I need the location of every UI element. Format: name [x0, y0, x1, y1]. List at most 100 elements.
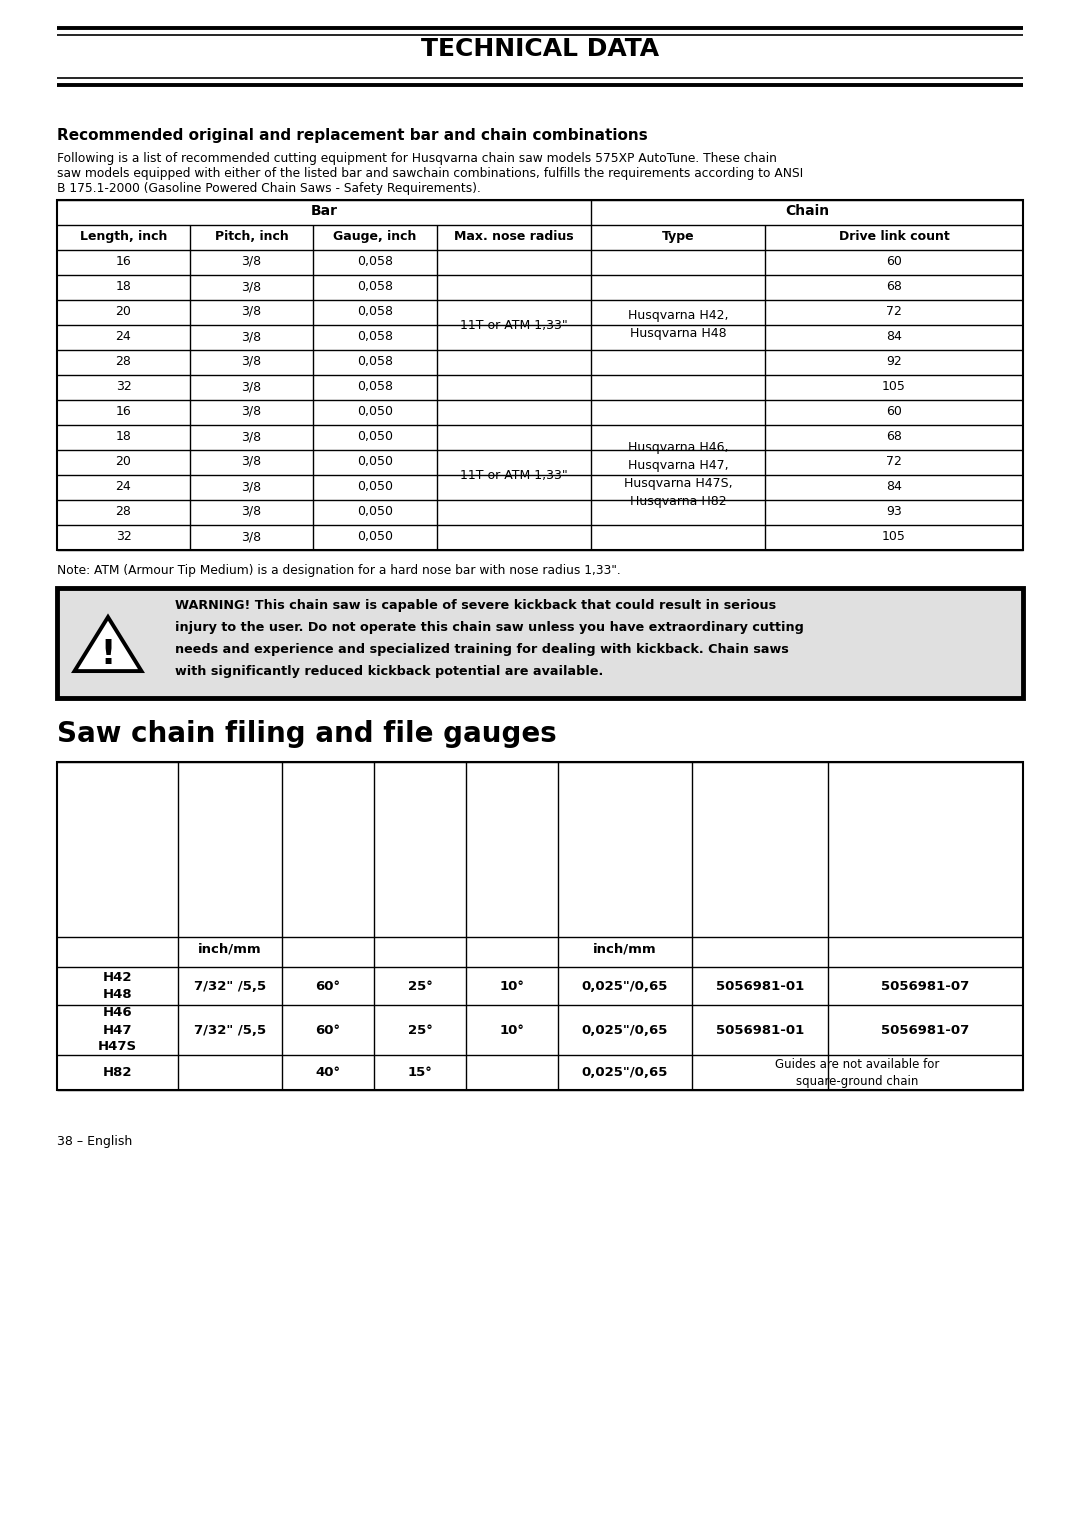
Text: 25°: 25° [407, 980, 432, 992]
Text: 93: 93 [886, 505, 902, 518]
Text: 105: 105 [882, 381, 906, 393]
Text: 7/32" /5,5: 7/32" /5,5 [194, 980, 266, 992]
Text: 5056981-01: 5056981-01 [716, 1023, 805, 1037]
Text: 84: 84 [886, 330, 902, 342]
Text: 60: 60 [886, 405, 902, 417]
Text: 92: 92 [886, 355, 902, 368]
Text: 28: 28 [116, 505, 132, 518]
Text: 0,050: 0,050 [357, 531, 393, 543]
Text: 10°: 10° [500, 1023, 525, 1037]
Text: 0,050: 0,050 [357, 430, 393, 443]
Text: inch/mm: inch/mm [199, 942, 261, 956]
Text: 7/32" /5,5: 7/32" /5,5 [194, 1023, 266, 1037]
Text: 18: 18 [116, 280, 132, 294]
Text: Note: ATM (Armour Tip Medium) is a designation for a hard nose bar with nose rad: Note: ATM (Armour Tip Medium) is a desig… [57, 564, 621, 576]
Text: 15°: 15° [407, 1066, 432, 1079]
Text: H46
H47
H47S: H46 H47 H47S [98, 1006, 137, 1053]
Text: 0,050: 0,050 [357, 456, 393, 468]
Text: B 175.1-2000 (Gasoline Powered Chain Saws - Safety Requirements).: B 175.1-2000 (Gasoline Powered Chain Saw… [57, 182, 481, 196]
Text: Type: Type [662, 229, 694, 243]
Text: 16: 16 [116, 255, 132, 268]
Text: 18: 18 [116, 430, 132, 443]
Text: with significantly reduced kickback potential are available.: with significantly reduced kickback pote… [175, 665, 604, 677]
Text: 72: 72 [886, 456, 902, 468]
Text: 0,058: 0,058 [357, 355, 393, 368]
Text: 3/8: 3/8 [242, 480, 261, 492]
Text: 11T or ATM 1,33": 11T or ATM 1,33" [460, 318, 568, 332]
Text: 60°: 60° [315, 1023, 340, 1037]
Text: 3/8: 3/8 [242, 430, 261, 443]
Text: Pitch, inch: Pitch, inch [215, 229, 288, 243]
Text: 10°: 10° [500, 980, 525, 992]
Text: 25°: 25° [407, 1023, 432, 1037]
Text: !: ! [100, 639, 116, 671]
Text: 3/8: 3/8 [242, 355, 261, 368]
Text: 0,050: 0,050 [357, 505, 393, 518]
Text: 3/8: 3/8 [242, 255, 261, 268]
Text: 0,058: 0,058 [357, 304, 393, 318]
Text: Guides are not available for
square-ground chain: Guides are not available for square-grou… [775, 1058, 940, 1087]
Text: 28: 28 [116, 355, 132, 368]
Text: H42
H48: H42 H48 [103, 971, 133, 1001]
Text: Gauge, inch: Gauge, inch [334, 229, 417, 243]
Text: saw models equipped with either of the listed bar and sawchain combinations, ful: saw models equipped with either of the l… [57, 167, 804, 180]
Text: 0,058: 0,058 [357, 280, 393, 294]
Text: inch/mm: inch/mm [593, 942, 657, 956]
Text: 72: 72 [886, 304, 902, 318]
Bar [57, 200, 1023, 550]
Text: Husqvarna H46,
Husqvarna H47,
Husqvarna H47S,
Husqvarna H82: Husqvarna H46, Husqvarna H47, Husqvarna … [623, 442, 732, 509]
Text: 3/8: 3/8 [242, 330, 261, 342]
Text: needs and experience and specialized training for dealing with kickback. Chain s: needs and experience and specialized tra… [175, 644, 788, 656]
Text: 60: 60 [886, 255, 902, 268]
Text: Husqvarna H42,
Husqvarna H48: Husqvarna H42, Husqvarna H48 [627, 309, 728, 341]
Text: 3/8: 3/8 [242, 505, 261, 518]
Text: 0,058: 0,058 [357, 381, 393, 393]
Text: Bar: Bar [311, 203, 337, 219]
Text: 5056981-01: 5056981-01 [716, 980, 805, 992]
Text: WARNING! This chain saw is capable of severe kickback that could result in serio: WARNING! This chain saw is capable of se… [175, 599, 777, 612]
Text: 20: 20 [116, 304, 132, 318]
Text: 84: 84 [886, 480, 902, 492]
Text: 3/8: 3/8 [242, 280, 261, 294]
Text: 60°: 60° [315, 980, 340, 992]
Text: 32: 32 [116, 381, 132, 393]
Text: 40°: 40° [315, 1066, 340, 1079]
Text: 0,025"/0,65: 0,025"/0,65 [582, 1066, 669, 1079]
Text: 3/8: 3/8 [242, 456, 261, 468]
Text: 0,058: 0,058 [357, 330, 393, 342]
Text: 68: 68 [886, 430, 902, 443]
Text: 105: 105 [882, 531, 906, 543]
Text: 38 – English: 38 – English [57, 1135, 132, 1148]
Text: 68: 68 [886, 280, 902, 294]
Text: 0,050: 0,050 [357, 480, 393, 492]
Text: 3/8: 3/8 [242, 405, 261, 417]
Text: 0,025"/0,65: 0,025"/0,65 [582, 1023, 669, 1037]
Text: Length, inch: Length, inch [80, 229, 167, 243]
Text: Drive link count: Drive link count [839, 229, 949, 243]
Polygon shape [75, 618, 141, 671]
Text: Max. nose radius: Max. nose radius [455, 229, 573, 243]
Text: 24: 24 [116, 330, 132, 342]
Text: 5056981-07: 5056981-07 [881, 980, 970, 992]
Text: 3/8: 3/8 [242, 531, 261, 543]
Text: 11T or ATM 1,33": 11T or ATM 1,33" [460, 468, 568, 482]
Text: 5056981-07: 5056981-07 [881, 1023, 970, 1037]
Text: 3/8: 3/8 [242, 304, 261, 318]
Text: injury to the user. Do not operate this chain saw unless you have extraordinary : injury to the user. Do not operate this … [175, 621, 804, 635]
Text: Following is a list of recommended cutting equipment for Husqvarna chain saw mod: Following is a list of recommended cutti… [57, 151, 777, 165]
Text: 3/8: 3/8 [242, 381, 261, 393]
Text: 0,050: 0,050 [357, 405, 393, 417]
Text: Chain: Chain [785, 203, 829, 219]
Bar [57, 589, 1023, 699]
Text: H82: H82 [103, 1066, 132, 1079]
Text: 32: 32 [116, 531, 132, 543]
Text: TECHNICAL DATA: TECHNICAL DATA [421, 37, 659, 61]
Text: Saw chain filing and file gauges: Saw chain filing and file gauges [57, 720, 557, 748]
Text: Recommended original and replacement bar and chain combinations: Recommended original and replacement bar… [57, 128, 648, 144]
Bar [57, 761, 1023, 1090]
Text: 0,058: 0,058 [357, 255, 393, 268]
Bar [57, 589, 1023, 699]
Text: 16: 16 [116, 405, 132, 417]
Text: 0,025"/0,65: 0,025"/0,65 [582, 980, 669, 992]
Text: 20: 20 [116, 456, 132, 468]
